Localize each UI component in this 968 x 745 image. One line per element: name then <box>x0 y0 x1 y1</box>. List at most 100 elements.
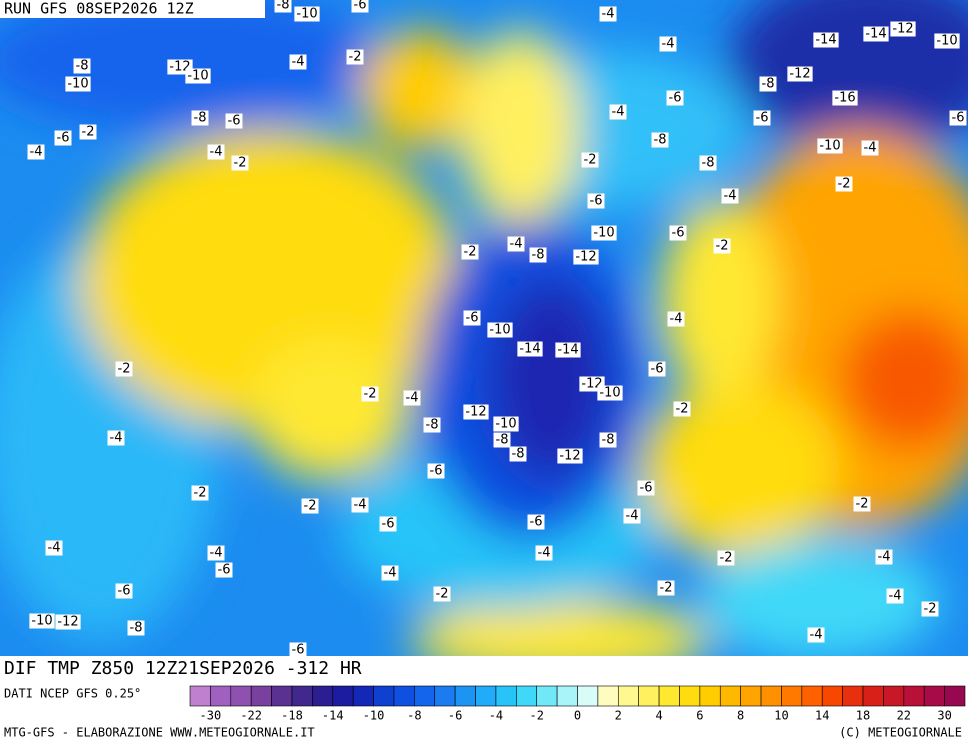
scale-swatch <box>903 685 925 707</box>
contour-value: -14 <box>519 342 540 357</box>
scale-label: -10 <box>363 709 385 723</box>
source-label: DATI NCEP GFS 0.25° <box>4 687 141 701</box>
scale-swatch <box>495 685 517 707</box>
label-bg <box>573 249 599 265</box>
contour-value: -10 <box>819 139 840 154</box>
label-bg <box>423 417 441 433</box>
contour-value: -8 <box>130 621 143 636</box>
contour-label: -2 <box>673 401 691 417</box>
scale-swatch <box>597 685 619 707</box>
contour-label: -8 <box>599 432 617 448</box>
label-bg <box>379 516 397 532</box>
contour-value: -6 <box>669 91 682 106</box>
contour-value: -16 <box>834 91 855 106</box>
label-bg <box>294 6 320 22</box>
label-bg <box>65 76 91 92</box>
contour-label: -8 <box>759 76 777 92</box>
scale-swatch <box>210 685 232 707</box>
scale-label: -30 <box>200 709 222 723</box>
contour-value: -4 <box>30 145 43 160</box>
contour-label: -10 <box>493 416 519 432</box>
contour-label: -4 <box>351 497 369 513</box>
scale-swatch <box>781 685 803 707</box>
contour-value: -10 <box>31 614 52 629</box>
contour-label: -10 <box>294 6 320 22</box>
contour-label: -4 <box>507 236 525 252</box>
label-bg <box>463 404 489 420</box>
scale-label: -18 <box>281 709 303 723</box>
label-bg <box>487 322 513 338</box>
run-label: RUN GFS 08SEP2026 12Z <box>4 0 194 18</box>
contour-value: -2 <box>194 486 207 501</box>
scale-swatch <box>740 685 762 707</box>
contour-label: -2 <box>433 586 451 602</box>
scale-swatch <box>760 685 782 707</box>
label-bg <box>107 430 125 446</box>
contour-label: -4 <box>609 104 627 120</box>
label-bg <box>231 155 249 171</box>
contour-value: -6 <box>228 114 241 129</box>
label-bg <box>623 508 641 524</box>
contour-value: -6 <box>640 481 653 496</box>
contour-value: -2 <box>304 499 317 514</box>
scale-label: 6 <box>696 709 703 723</box>
contour-label: -4 <box>381 565 399 581</box>
contour-value: -8 <box>496 433 509 448</box>
contour-value: -4 <box>864 141 877 156</box>
label-bg <box>599 432 617 448</box>
contour-value: -6 <box>292 643 305 658</box>
credit-label: MTG-GFS - ELABORAZIONE WWW.METEOGIORNALE… <box>4 726 315 740</box>
contour-label: -4 <box>207 144 225 160</box>
scale-label: 8 <box>737 709 744 723</box>
label-bg <box>861 140 879 156</box>
contour-label: -2 <box>79 124 97 140</box>
contour-label: -12 <box>557 448 583 464</box>
contour-value: -6 <box>590 194 603 209</box>
label-bg <box>599 6 617 22</box>
contour-value: -12 <box>789 67 810 82</box>
label-bg <box>115 583 133 599</box>
scale-swatch <box>250 685 272 707</box>
contour-value: -12 <box>169 60 190 75</box>
contour-label: -6 <box>225 113 243 129</box>
run-box <box>0 0 265 18</box>
contour-label: -12 <box>787 66 813 82</box>
contour-label: -2 <box>581 152 599 168</box>
contour-value: -4 <box>878 550 891 565</box>
contour-label: -8 <box>529 247 547 263</box>
label-bg <box>597 385 623 401</box>
contour-label: -14 <box>517 341 543 357</box>
contour-value: -2 <box>660 581 673 596</box>
contour-label: -6 <box>637 480 655 496</box>
contour-value: -2 <box>118 362 131 377</box>
scale-swatch <box>821 685 843 707</box>
contour-label: -6 <box>648 361 666 377</box>
label-bg <box>555 342 581 358</box>
label-bg <box>609 104 627 120</box>
label-bg <box>191 485 209 501</box>
contour-label: -8 <box>651 132 669 148</box>
contour-value: -6 <box>354 0 367 13</box>
scale-label: 14 <box>815 709 829 723</box>
contour-label: -6 <box>54 130 72 146</box>
contour-label: -8 <box>493 432 511 448</box>
contour-value: -2 <box>234 156 247 171</box>
label-bg <box>29 613 55 629</box>
contour-value: -4 <box>354 498 367 513</box>
contour-label: -6 <box>427 463 445 479</box>
label-bg <box>651 132 669 148</box>
label-bg <box>427 463 445 479</box>
scale-label: 10 <box>774 709 788 723</box>
contour-value: -6 <box>756 111 769 126</box>
contour-label: -2 <box>717 550 735 566</box>
contour-value: -4 <box>662 37 675 52</box>
scale-label: -2 <box>529 709 543 723</box>
contour-label: -4 <box>107 430 125 446</box>
scale-label: -22 <box>240 709 262 723</box>
contour-label: -6 <box>669 225 687 241</box>
contour-value: -10 <box>599 386 620 401</box>
scale-label: -6 <box>448 709 462 723</box>
contour-value: -4 <box>602 7 615 22</box>
label-bg <box>886 588 904 604</box>
